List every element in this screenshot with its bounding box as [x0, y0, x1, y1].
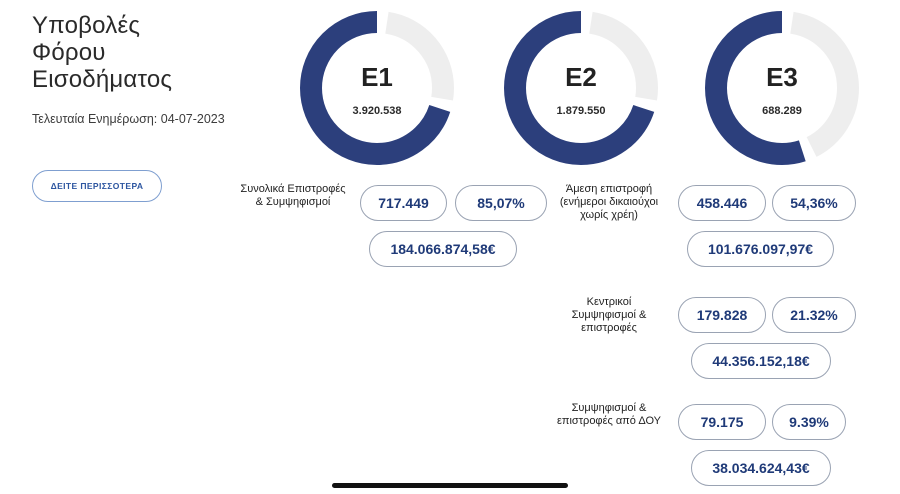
page-title: Υποβολές Φόρου Εισοδήματος — [32, 12, 252, 93]
page-title-line-2: Φόρου — [32, 39, 106, 66]
donut-e3-track — [705, 11, 859, 165]
last-update-text: Τελευταία Ενημέρωση: 04-07-2023 — [32, 112, 225, 126]
donut-e2-value: 1.879.550 — [556, 105, 606, 117]
central-offsets-percent-pill: 21.32% — [772, 297, 856, 333]
direct-refund-amount-pill: 101.676.097,97€ — [687, 231, 834, 267]
donut-e3-ring — [705, 11, 859, 165]
home-indicator[interactable] — [332, 483, 568, 488]
donut-e3-label: E3 — [766, 62, 798, 92]
donut-e2-label: E2 — [565, 62, 597, 92]
direct-refund-percent-pill: 54,36% — [772, 185, 856, 221]
direct-refund-count-pill: 458.446 — [678, 185, 766, 221]
central-offsets-count-pill: 179.828 — [678, 297, 766, 333]
doy-offsets-label: Συμψηφισμοί & επιστροφές από ΔΟΥ — [556, 402, 661, 427]
donut-e1-track — [300, 11, 454, 165]
donut-e1-fill — [300, 11, 454, 165]
doy-offsets-percent-pill: 9.39% — [772, 404, 846, 440]
central-offsets-amount-pill: 44.356.152,18€ — [691, 343, 831, 379]
central-offsets-label: Κεντρικοί Συμψηφισμοί & επιστροφές — [571, 296, 647, 334]
e1-count-pill: 717.449 — [360, 185, 447, 221]
e1-percent-pill: 85,07% — [455, 185, 547, 221]
doy-offsets-count-pill: 79.175 — [678, 404, 766, 440]
page-title-line-3: Εισοδήματος — [32, 66, 173, 93]
direct-refund-label: Άμεση επιστροφή (ενήμεροι δικαιούχοι χωρ… — [559, 183, 659, 221]
see-more-button[interactable]: ΔΕΙΤΕ ΠΕΡΙΣΣΟΤΕΡΑ — [32, 170, 162, 202]
donut-e1-label: E1 — [361, 62, 393, 92]
donut-e2-track — [504, 11, 658, 165]
donut-e2: E2 1.879.550 — [501, 8, 661, 168]
e1-amount-pill: 184.066.874,58€ — [369, 231, 517, 267]
donut-e3-fill — [705, 11, 859, 165]
doy-offsets-amount-pill: 38.034.624,43€ — [691, 450, 831, 486]
donut-e3-value: 688.289 — [762, 105, 802, 117]
donut-e2-ring — [504, 11, 658, 165]
donut-e3: E3 688.289 — [702, 8, 862, 168]
donut-e1-value: 3.920.538 — [352, 105, 402, 117]
page-title-line-1: Υποβολές — [32, 12, 141, 39]
donut-e1-ring — [300, 11, 454, 165]
e1-summary-label: Συνολικά Επιστροφές & Συμψηφισμοί — [240, 183, 346, 208]
donut-e1: E1 3.920.538 — [297, 8, 457, 168]
donut-e2-fill — [504, 11, 658, 165]
